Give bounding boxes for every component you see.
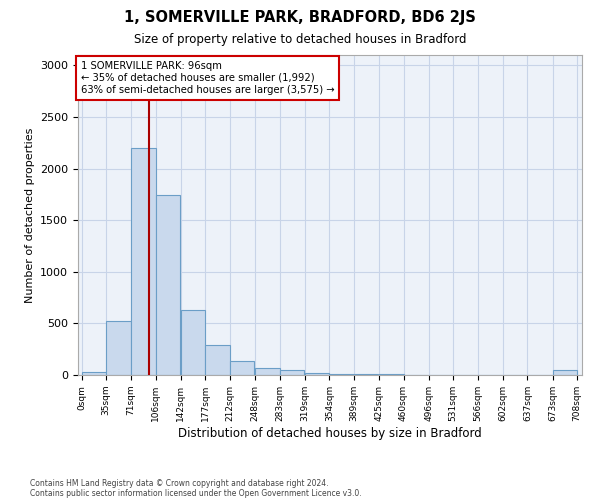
Bar (305, 373, 329, 375)
Bar (329, 374, 354, 375)
Bar (255, 368, 280, 375)
Text: 1, SOMERVILLE PARK, BRADFORD, BD6 2JS: 1, SOMERVILLE PARK, BRADFORD, BD6 2JS (124, 10, 476, 25)
Bar (156, 196, 180, 375)
X-axis label: Distribution of detached houses by size in Bradford: Distribution of detached houses by size … (178, 426, 482, 440)
Y-axis label: Number of detached properties: Number of detached properties (25, 128, 35, 302)
Bar (82, 372, 106, 375)
Bar (131, 148, 156, 375)
Text: Contains public sector information licensed under the Open Government Licence v3: Contains public sector information licen… (30, 488, 362, 498)
Bar (280, 370, 304, 375)
Text: Contains HM Land Registry data © Crown copyright and database right 2024.: Contains HM Land Registry data © Crown c… (30, 478, 329, 488)
Bar (181, 310, 205, 375)
Bar (106, 322, 131, 375)
Bar (205, 345, 230, 375)
Bar (354, 374, 379, 375)
Bar (230, 360, 254, 375)
Bar (553, 370, 577, 375)
Text: 1 SOMERVILLE PARK: 96sqm
← 35% of detached houses are smaller (1,992)
63% of sem: 1 SOMERVILLE PARK: 96sqm ← 35% of detach… (80, 62, 334, 94)
Text: Size of property relative to detached houses in Bradford: Size of property relative to detached ho… (134, 32, 466, 46)
Bar (379, 374, 404, 375)
